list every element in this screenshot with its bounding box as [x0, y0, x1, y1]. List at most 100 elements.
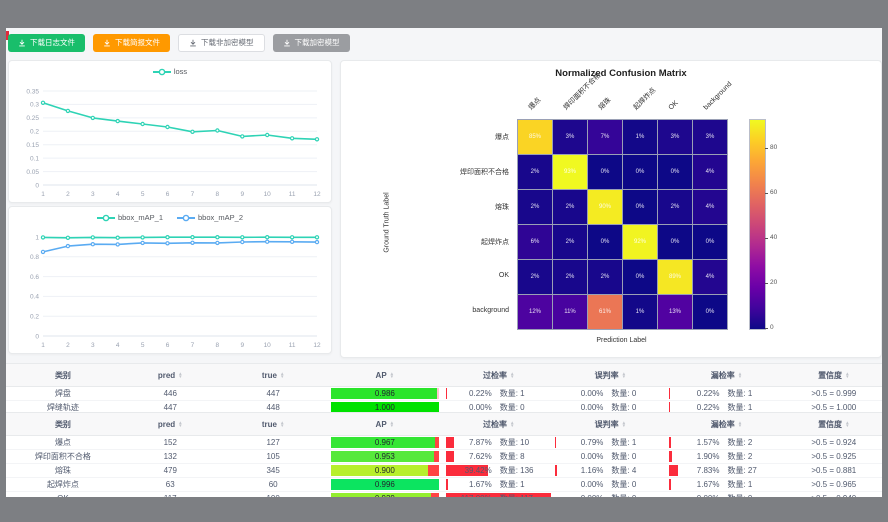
column-header-label: AP	[375, 419, 387, 429]
matrix-cell: 2%	[553, 225, 587, 259]
cell-ap: 0.929	[325, 491, 444, 497]
column-header-置信度[interactable]: 置信度 ▲ ▼	[785, 412, 882, 436]
column-header-漏检率[interactable]: 漏检率 ▲ ▼	[667, 363, 786, 387]
sort-caret-icon[interactable]: ▲ ▼	[621, 419, 627, 429]
cell-true: 447	[220, 386, 326, 401]
legend-item-bbox_mAP_1[interactable]: bbox_mAP_1	[96, 213, 163, 222]
sort-caret-icon[interactable]: ▲ ▼	[737, 370, 743, 380]
legend-item-bbox_mAP_2[interactable]: bbox_mAP_2	[177, 213, 243, 222]
colorbar-tick	[765, 148, 768, 149]
table-row: 熔珠 479 345 0.900 39.42% 数量: 136 1.16% 数量: 4 7.83…	[6, 463, 882, 478]
column-header-label: 类别	[54, 370, 71, 380]
download-encrypted-model-button[interactable]: 下载加密模型	[272, 34, 350, 52]
sort-caret-icon[interactable]: ▲ ▼	[845, 419, 850, 429]
column-header-类别: 类别	[6, 412, 120, 436]
x-axis-label: Prediction Label	[596, 337, 647, 344]
column-header-pred[interactable]: pred ▲ ▼	[119, 363, 221, 387]
svg-text:9: 9	[240, 191, 244, 198]
sort-caret-icon[interactable]: ▲ ▼	[737, 419, 743, 429]
svg-text:0.8: 0.8	[30, 254, 39, 261]
legend-item-loss[interactable]: loss	[152, 67, 187, 76]
column-header-置信度[interactable]: 置信度 ▲ ▼	[785, 363, 882, 387]
download-icon	[19, 39, 25, 47]
sort-caret-icon[interactable]: ▲ ▼	[389, 370, 395, 380]
column-header-true[interactable]: true ▲ ▼	[220, 363, 326, 387]
svg-text:6: 6	[166, 191, 170, 198]
cell-true: 100	[220, 491, 326, 497]
cell-category: 熔珠	[6, 463, 120, 478]
cell-ap: 0.996	[325, 477, 444, 492]
matrix-column-label: OK	[667, 99, 680, 112]
column-header-label: 过检率	[482, 370, 507, 380]
rate-bar	[445, 465, 488, 476]
column-header-AP[interactable]: AP ▲ ▼	[325, 363, 444, 387]
sort-caret-icon[interactable]: ▲ ▼	[178, 419, 183, 429]
colorbar-tick-label: 80	[770, 144, 778, 151]
colorbar-tick	[765, 283, 768, 284]
matrix-cell: 1%	[623, 120, 657, 154]
matrix-grid: 85% 3% 7% 1% 3% 3% 2% 93% 0% 0% 0% 4% 2% 2% 90% 0% 2% 4% 6…	[517, 119, 728, 330]
column-header-label: 漏检率	[710, 370, 735, 380]
download-log-button[interactable]: 下载日志文件	[8, 34, 85, 52]
legend-label: bbox_mAP_2	[198, 213, 244, 222]
ap-bar: 0.986	[330, 388, 439, 399]
column-header-AP[interactable]: AP ▲ ▼	[325, 412, 444, 436]
ap-bar: 0.900	[330, 465, 439, 476]
download-plain-model-button[interactable]: 下载非加密模型	[178, 34, 265, 52]
sort-caret-icon[interactable]: ▲ ▼	[178, 370, 183, 380]
cell-pred: 117	[119, 491, 221, 497]
column-header-误判率[interactable]: 误判率 ▲ ▼	[553, 363, 668, 387]
sort-caret-icon[interactable]: ▲ ▼	[509, 419, 515, 429]
column-header-label: true	[261, 370, 277, 380]
sort-caret-icon[interactable]: ▲ ▼	[621, 370, 627, 380]
svg-text:8: 8	[216, 342, 220, 349]
matrix-cell: 6%	[518, 225, 552, 259]
sort-caret-icon[interactable]: ▲ ▼	[279, 370, 285, 380]
download-report-button[interactable]: 下载简报文件	[93, 34, 170, 52]
summary-table-wrap: 类别 pred ▲ ▼ true ▲ ▼ AP ▲ ▼ 过检率 ▲ ▼ 误判率 ▲ ▼ 漏检率 ▲ ▼ 置信度 ▲ ▼ 焊盘…	[6, 363, 882, 415]
column-header-label: 漏检率	[710, 419, 735, 429]
table-row: 爆点 152 127 0.967 7.87% 数量: 10 0.79% 数量: 1 1.57% 数…	[6, 435, 882, 450]
cell-ap: 0.986	[325, 386, 444, 401]
svg-text:5: 5	[141, 342, 145, 349]
svg-text:0.05: 0.05	[26, 169, 39, 176]
cell-miss-rate: 1.67% 数量: 1	[667, 477, 786, 492]
table-row: 焊印面积不合格 132 105 0.953 7.62% 数量: 8 0.00% 数量: 0 1.…	[6, 449, 882, 464]
matrix-cell: 0%	[623, 190, 657, 224]
cell-pred: 446	[119, 386, 221, 401]
svg-text:3: 3	[91, 191, 95, 198]
sort-caret-icon[interactable]: ▲ ▼	[279, 419, 285, 429]
cell-pred: 132	[119, 449, 221, 464]
button-label: 下载日志文件	[30, 38, 75, 48]
cell-miss-rate: 0.22% 数量: 1	[667, 386, 786, 401]
matrix-cell: 2%	[518, 260, 552, 294]
sort-caret-icon[interactable]: ▲ ▼	[845, 370, 850, 380]
matrix-cell: 12%	[518, 295, 552, 329]
cell-confidence: >0.5 = 0.924	[785, 435, 882, 450]
cell-ap: 0.953	[325, 449, 444, 464]
column-header-label: pred	[157, 370, 176, 380]
column-header-误判率[interactable]: 误判率 ▲ ▼	[553, 412, 668, 436]
column-header-过检率[interactable]: 过检率 ▲ ▼	[443, 363, 554, 387]
colorbar-tick-label: 40	[770, 234, 778, 241]
matrix-cell: 0%	[658, 225, 692, 259]
matrix-row-label: 焊印面积不合格	[460, 169, 509, 176]
column-header-漏检率[interactable]: 漏检率 ▲ ▼	[667, 412, 786, 436]
matrix-cell: 0%	[658, 155, 692, 189]
column-header-pred[interactable]: pred ▲ ▼	[119, 412, 221, 436]
column-header-label: true	[261, 419, 277, 429]
matrix-cell: 3%	[658, 120, 692, 154]
cell-misjudge-rate: 1.16% 数量: 4	[553, 463, 668, 478]
svg-text:5: 5	[141, 191, 145, 198]
matrix-column-label: background	[702, 80, 734, 112]
column-header-true[interactable]: true ▲ ▼	[220, 412, 326, 436]
cell-pred: 63	[119, 477, 221, 492]
column-header-过检率[interactable]: 过检率 ▲ ▼	[443, 412, 554, 436]
column-header-label: 置信度	[818, 419, 843, 429]
cell-true: 105	[220, 449, 326, 464]
sort-caret-icon[interactable]: ▲ ▼	[389, 419, 395, 429]
sort-caret-icon[interactable]: ▲ ▼	[509, 370, 515, 380]
matrix-cell: 85%	[518, 120, 552, 154]
matrix-cell: 3%	[553, 120, 587, 154]
column-header-label: 误判率	[594, 370, 619, 380]
